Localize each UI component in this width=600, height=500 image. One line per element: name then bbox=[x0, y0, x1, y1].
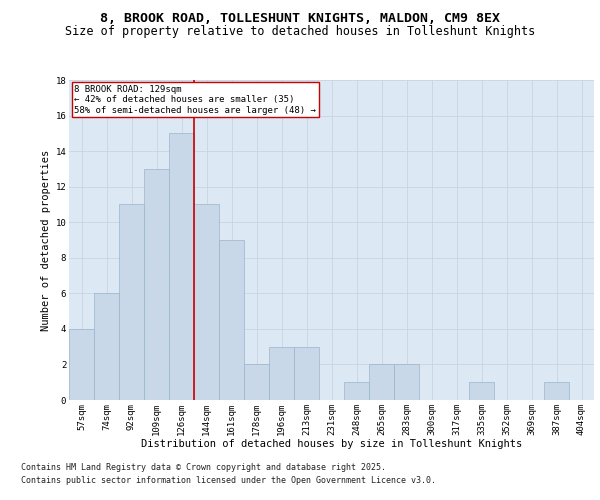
Bar bbox=[394, 364, 419, 400]
Text: Contains public sector information licensed under the Open Government Licence v3: Contains public sector information licen… bbox=[21, 476, 436, 485]
Bar bbox=[294, 346, 319, 400]
Bar bbox=[144, 169, 169, 400]
Bar bbox=[344, 382, 369, 400]
Bar bbox=[94, 294, 119, 400]
Text: 8 BROOK ROAD: 129sqm
← 42% of detached houses are smaller (35)
58% of semi-detac: 8 BROOK ROAD: 129sqm ← 42% of detached h… bbox=[74, 85, 316, 114]
Bar bbox=[69, 329, 94, 400]
Bar bbox=[544, 382, 569, 400]
Bar bbox=[169, 134, 194, 400]
X-axis label: Distribution of detached houses by size in Tolleshunt Knights: Distribution of detached houses by size … bbox=[141, 439, 522, 449]
Text: Size of property relative to detached houses in Tolleshunt Knights: Size of property relative to detached ho… bbox=[65, 25, 535, 38]
Bar bbox=[269, 346, 294, 400]
Bar bbox=[219, 240, 244, 400]
Bar bbox=[469, 382, 494, 400]
Bar bbox=[119, 204, 144, 400]
Bar bbox=[244, 364, 269, 400]
Text: 8, BROOK ROAD, TOLLESHUNT KNIGHTS, MALDON, CM9 8EX: 8, BROOK ROAD, TOLLESHUNT KNIGHTS, MALDO… bbox=[100, 12, 500, 24]
Bar bbox=[194, 204, 219, 400]
Bar bbox=[369, 364, 394, 400]
Y-axis label: Number of detached properties: Number of detached properties bbox=[41, 150, 52, 330]
Text: Contains HM Land Registry data © Crown copyright and database right 2025.: Contains HM Land Registry data © Crown c… bbox=[21, 464, 386, 472]
